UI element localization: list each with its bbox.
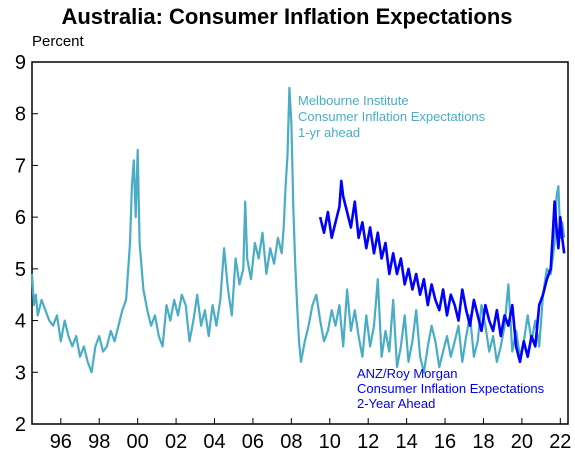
x-tick-label: 14 [395,431,417,453]
chart-title: Australia: Consumer Inflation Expectatio… [61,4,512,29]
x-tick-label: 22 [549,431,571,453]
x-tick-label: 98 [88,431,110,453]
y-tick-label: 8 [15,104,26,126]
y-tick-label: 4 [15,311,26,333]
annotation-melbourne-line-1: Melbourne Institute [298,93,409,108]
y-tick-label: 6 [15,207,26,229]
x-tick-label: 16 [434,431,456,453]
annotation-melbourne-line-2: Consumer Inflation Expectations [298,109,486,124]
x-tick-label: 08 [280,431,302,453]
y-tick-label: 5 [15,259,26,281]
series-line-melbourne [30,86,566,374]
x-tick-label: 18 [472,431,494,453]
annotation-melbourne: Melbourne Institute Consumer Inflation E… [298,93,489,140]
x-tick-label: 10 [319,431,341,453]
annotation-anz-line-3: 2-Year Ahead [357,396,435,411]
annotation-melbourne-line-3: 1-yr ahead [298,125,360,140]
y-tick-label: 3 [15,362,26,384]
x-tick-label: 02 [165,431,187,453]
x-tick-label: 96 [50,431,72,453]
y-axis: 2 3 4 5 6 7 8 9 [15,52,38,436]
annotation-anz-line-1: ANZ/Roy Morgan [357,366,457,381]
x-axis: 96 98 00 02 04 06 08 10 12 14 16 18 20 22 [50,418,571,453]
series-line-anz [318,179,566,364]
annotation-anz-line-2: Consumer Inflation Expectations [357,381,545,396]
x-tick-label: 00 [127,431,149,453]
x-tick-label: 06 [242,431,264,453]
plot-frame [31,61,569,425]
y-tick-label: 7 [15,155,26,177]
y-tick-label: 9 [15,52,26,74]
x-tick-label: 20 [511,431,533,453]
y-tick-label: 2 [15,414,26,436]
y-unit-label: Percent [32,33,85,50]
x-tick-label: 12 [357,431,379,453]
annotation-anz: ANZ/Roy Morgan Consumer Inflation Expect… [357,366,548,411]
x-tick-label: 04 [203,431,225,453]
